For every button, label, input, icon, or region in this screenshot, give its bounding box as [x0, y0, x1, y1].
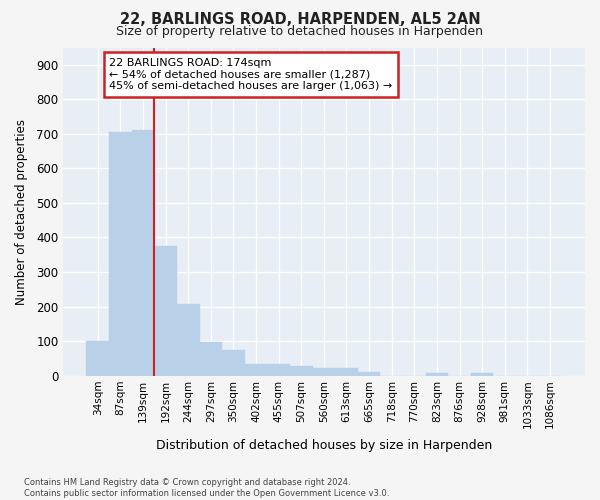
Bar	[313, 368, 335, 376]
Bar	[245, 364, 268, 376]
Bar	[200, 342, 222, 376]
Bar	[222, 350, 245, 376]
Bar	[86, 341, 109, 376]
Bar	[425, 373, 448, 376]
Y-axis label: Number of detached properties: Number of detached properties	[15, 118, 28, 304]
Bar	[290, 366, 313, 376]
Bar	[335, 368, 358, 376]
Bar	[109, 132, 132, 376]
Bar	[177, 304, 200, 376]
Text: 22 BARLINGS ROAD: 174sqm
← 54% of detached houses are smaller (1,287)
45% of sem: 22 BARLINGS ROAD: 174sqm ← 54% of detach…	[109, 58, 392, 91]
X-axis label: Distribution of detached houses by size in Harpenden: Distribution of detached houses by size …	[156, 440, 492, 452]
Text: Size of property relative to detached houses in Harpenden: Size of property relative to detached ho…	[116, 25, 484, 38]
Bar	[358, 372, 380, 376]
Bar	[471, 373, 493, 376]
Bar	[154, 246, 177, 376]
Text: 22, BARLINGS ROAD, HARPENDEN, AL5 2AN: 22, BARLINGS ROAD, HARPENDEN, AL5 2AN	[119, 12, 481, 28]
Bar	[268, 364, 290, 376]
Bar	[132, 130, 154, 376]
Text: Contains HM Land Registry data © Crown copyright and database right 2024.
Contai: Contains HM Land Registry data © Crown c…	[24, 478, 389, 498]
